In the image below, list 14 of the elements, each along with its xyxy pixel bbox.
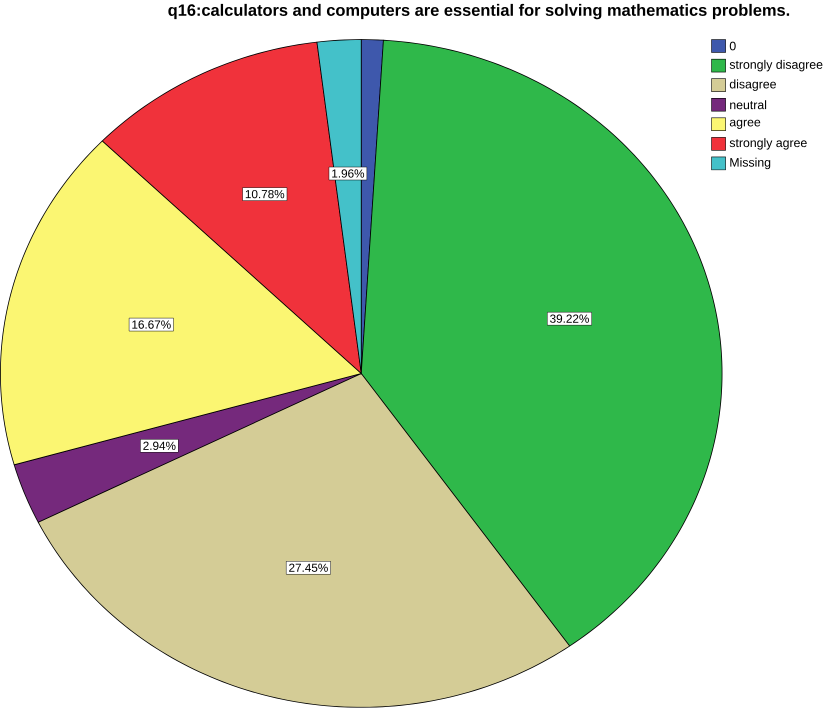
data-label: 39.22% [550, 314, 589, 323]
legend-label: disagree [730, 80, 776, 92]
legend-label: neutral [730, 100, 766, 110]
legend-label: strongly disagree [730, 60, 822, 72]
legend-label: Missing [730, 158, 770, 170]
data-label: 16.67% [132, 320, 171, 329]
legend-label: 0 [730, 42, 736, 51]
legend-label: strongly agree [730, 138, 807, 150]
chart-title: q16:calculators and computers are essential for solving mathematics problems. [168, 4, 790, 20]
legend-label: agree [730, 120, 760, 129]
data-label: 10.78% [246, 190, 284, 198]
data-label: 27.45% [289, 564, 328, 572]
data-label: 2.94% [143, 442, 176, 450]
data-label: 1.96% [332, 169, 364, 178]
